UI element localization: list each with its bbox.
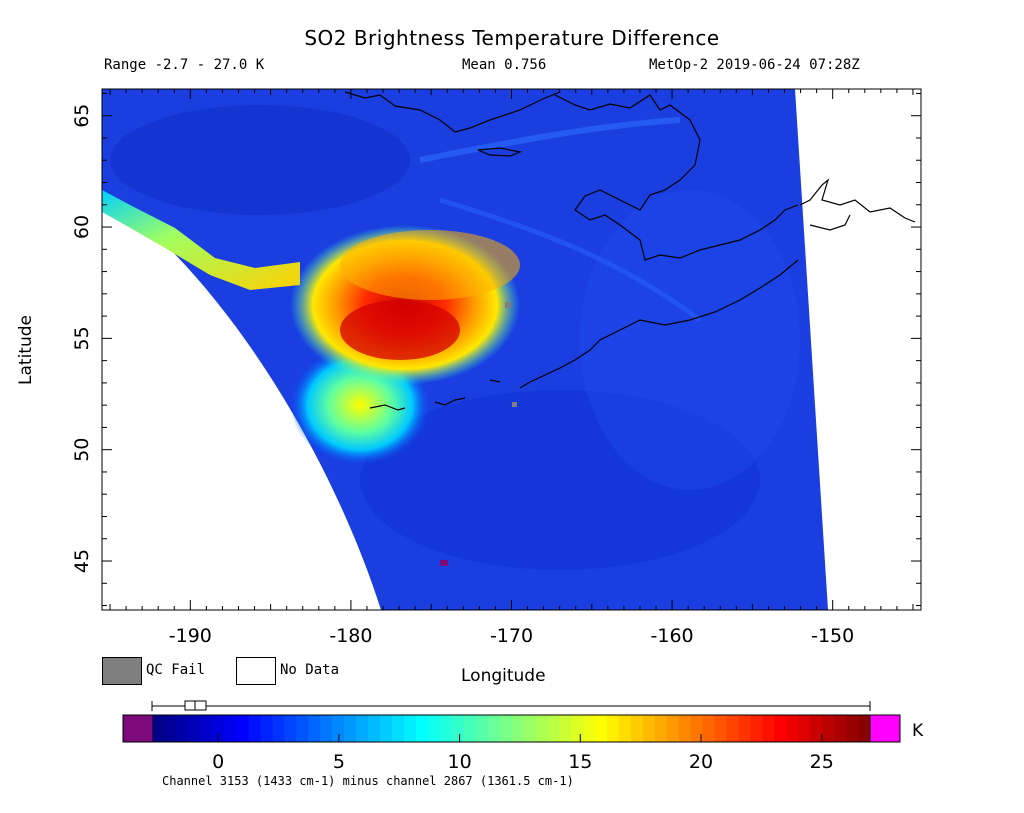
x-axis-label: Longitude bbox=[461, 666, 546, 686]
x-tick-label: -190 bbox=[169, 625, 212, 647]
range-text: Range -2.7 - 27.0 K bbox=[104, 57, 265, 73]
qc-fail-label: QC Fail bbox=[146, 662, 206, 678]
colorbar-tick-label: 20 bbox=[689, 751, 713, 773]
x-tick-label: -160 bbox=[651, 625, 694, 647]
data-swath bbox=[102, 89, 921, 610]
x-tick-label: -180 bbox=[329, 625, 372, 647]
colorbar-tick-label: 25 bbox=[810, 751, 834, 773]
plume-trail bbox=[102, 190, 300, 290]
x-tick-label: -150 bbox=[811, 625, 854, 647]
y-tick-label: 65 bbox=[71, 104, 93, 128]
colorbar-tick-label: 5 bbox=[333, 751, 345, 773]
colorbar-tick-label: 10 bbox=[448, 751, 472, 773]
colorbar: 0 5 10 15 20 25 bbox=[122, 700, 901, 773]
low-value-pixel bbox=[440, 560, 448, 566]
x-axis: -190 -180 -170 -160 -150 bbox=[109, 89, 914, 647]
colorbar-unit: K bbox=[912, 721, 924, 741]
mean-text: Mean 0.756 bbox=[462, 57, 547, 73]
no-data-swatch bbox=[236, 657, 276, 685]
no-data-label: No Data bbox=[280, 662, 340, 678]
chart-title: SO2 Brightness Temperature Difference bbox=[304, 26, 720, 50]
qc-fail-pixel bbox=[505, 302, 511, 308]
satellite-time-text: MetOp-2 2019-06-24 07:28Z bbox=[649, 57, 860, 73]
qc-fail-swatch bbox=[102, 657, 142, 685]
colorbar-tick-label: 0 bbox=[212, 751, 224, 773]
x-tick-label: -170 bbox=[490, 625, 533, 647]
colorbar-gradient bbox=[153, 715, 871, 742]
y-tick-label: 50 bbox=[71, 438, 93, 462]
colorbar-ticks: 0 5 10 15 20 25 bbox=[212, 734, 834, 773]
y-axis: 65 60 55 50 45 bbox=[71, 92, 921, 607]
colorbar-tick-label: 15 bbox=[568, 751, 592, 773]
y-axis-label: Latitude bbox=[16, 315, 36, 385]
y-tick-label: 60 bbox=[71, 215, 93, 239]
colorbar-caption: Channel 3153 (1433 cm-1) minus channel 2… bbox=[162, 774, 574, 788]
qc-fail-pixel bbox=[512, 402, 517, 407]
y-tick-label: 45 bbox=[71, 549, 93, 573]
colorbar-underflow bbox=[122, 714, 154, 743]
colorbar-overflow bbox=[869, 714, 901, 743]
coastlines bbox=[344, 91, 916, 411]
y-tick-label: 55 bbox=[71, 326, 93, 350]
